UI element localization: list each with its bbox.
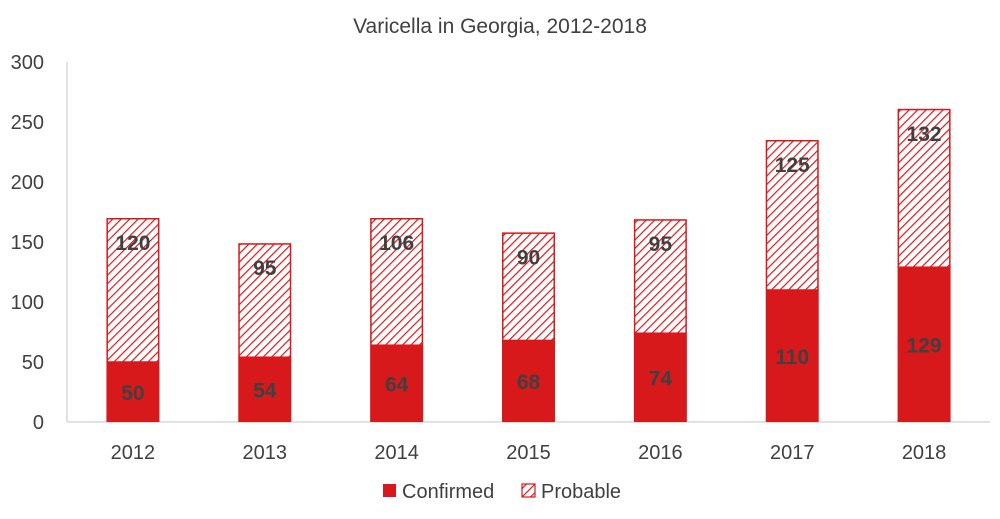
bar-probable [370, 218, 424, 346]
data-label-probable: 125 [775, 154, 810, 177]
bars [106, 108, 951, 422]
legend-label: Confirmed [402, 481, 494, 503]
data-label-probable: 120 [115, 232, 150, 255]
data-labels: 50 120 54 95 64 106 68 90 74 95 110 125 129 132 [115, 123, 941, 405]
legend-item-probable: Probable [521, 481, 621, 503]
data-label-confirmed: 50 [121, 382, 144, 405]
x-tick-label: 2016 [638, 442, 683, 464]
data-label-confirmed: 129 [907, 335, 942, 358]
data-label-probable: 132 [907, 123, 942, 146]
bar-confirmed [633, 333, 687, 422]
data-label-confirmed: 74 [649, 368, 673, 391]
bar-confirmed [765, 290, 819, 422]
bar-probable [765, 140, 819, 291]
bar-confirmed [238, 357, 292, 422]
data-label-probable: 95 [253, 257, 277, 280]
x-tick-label: 2012 [111, 442, 156, 464]
legend-swatch [383, 484, 396, 497]
legend-label: Probable [541, 481, 621, 503]
bar-confirmed [502, 340, 555, 422]
x-tick-label: 2018 [902, 442, 947, 464]
bar-confirmed [106, 362, 160, 422]
x-tick-label: 2014 [374, 442, 419, 464]
data-label-confirmed: 54 [253, 380, 277, 403]
y-axis: 0 50 100 150 200 250 300 [11, 52, 68, 434]
y-tick-label: 100 [11, 292, 44, 314]
data-label-confirmed: 64 [385, 374, 409, 397]
y-tick-label: 0 [33, 412, 44, 434]
y-tick-label: 150 [11, 232, 44, 254]
data-label-probable: 90 [517, 246, 540, 269]
x-tick-label: 2013 [243, 442, 288, 464]
x-axis: 2012 2013 2014 2015 2016 2017 2018 [67, 421, 990, 464]
y-tick-label: 300 [11, 52, 44, 74]
legend: Confirmed Probable [383, 481, 621, 503]
legend-swatch [521, 483, 536, 498]
y-tick-label: 50 [22, 352, 44, 374]
bar-probable [897, 108, 951, 268]
data-label-confirmed: 110 [775, 346, 809, 369]
bar-confirmed [370, 345, 424, 422]
bar-probable [106, 218, 160, 363]
chart-title: Varicella in Georgia, 2012-2018 [353, 15, 647, 38]
data-label-confirmed: 68 [517, 371, 541, 394]
y-tick-label: 250 [11, 112, 44, 134]
bar-confirmed [897, 267, 951, 422]
x-tick-label: 2017 [770, 442, 815, 464]
x-tick-label: 2015 [506, 442, 551, 464]
data-label-probable: 95 [649, 233, 673, 256]
legend-item-confirmed: Confirmed [383, 481, 494, 503]
y-tick-label: 200 [11, 172, 44, 194]
bar-probable [633, 219, 687, 334]
bar-probable [238, 243, 292, 358]
data-label-probable: 106 [379, 232, 414, 255]
bar-probable [502, 232, 555, 342]
